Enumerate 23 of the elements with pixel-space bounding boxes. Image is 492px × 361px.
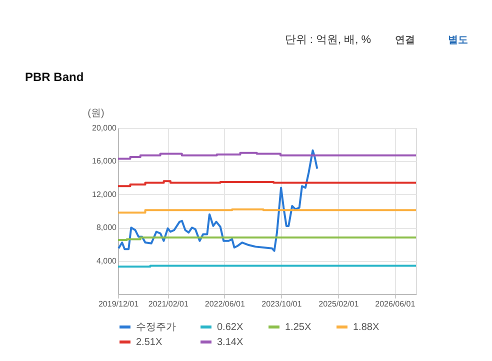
legend-label: 0.62X [217,322,244,333]
y-tick-label: 16,000 [92,156,118,166]
legend-label: 3.14X [217,337,244,348]
y-tick-label: 20,000 [92,124,118,132]
x-tick-label: 2023/10/01 [262,300,302,308]
y-tick-label: 12,000 [92,190,118,199]
text: 연결 [395,35,415,46]
legend-label: 2.51X [136,337,162,348]
y-tick-label: 4,000 [96,256,118,266]
x-tick-label: 2019/12/01 [98,300,140,308]
text: 별도 [448,35,468,46]
y-axis-title: (원) [88,108,104,119]
x-tick-label: 2021/02/01 [148,300,189,308]
legend-label: 1.25X [285,322,312,333]
text: 단위 : 억원, 배, % [284,34,372,46]
y-tick-label: 8,000 [96,223,118,232]
x-tick-label: 2026/06/01 [375,300,416,308]
chart-title: PBR Band [25,70,84,84]
legend-label: 1.88X [353,322,380,333]
legend-label: 수정주가 [136,322,176,333]
x-tick-label: 2022/06/01 [204,300,246,308]
line-series [118,149,318,252]
x-tick-label: 2025/02/01 [318,300,360,308]
